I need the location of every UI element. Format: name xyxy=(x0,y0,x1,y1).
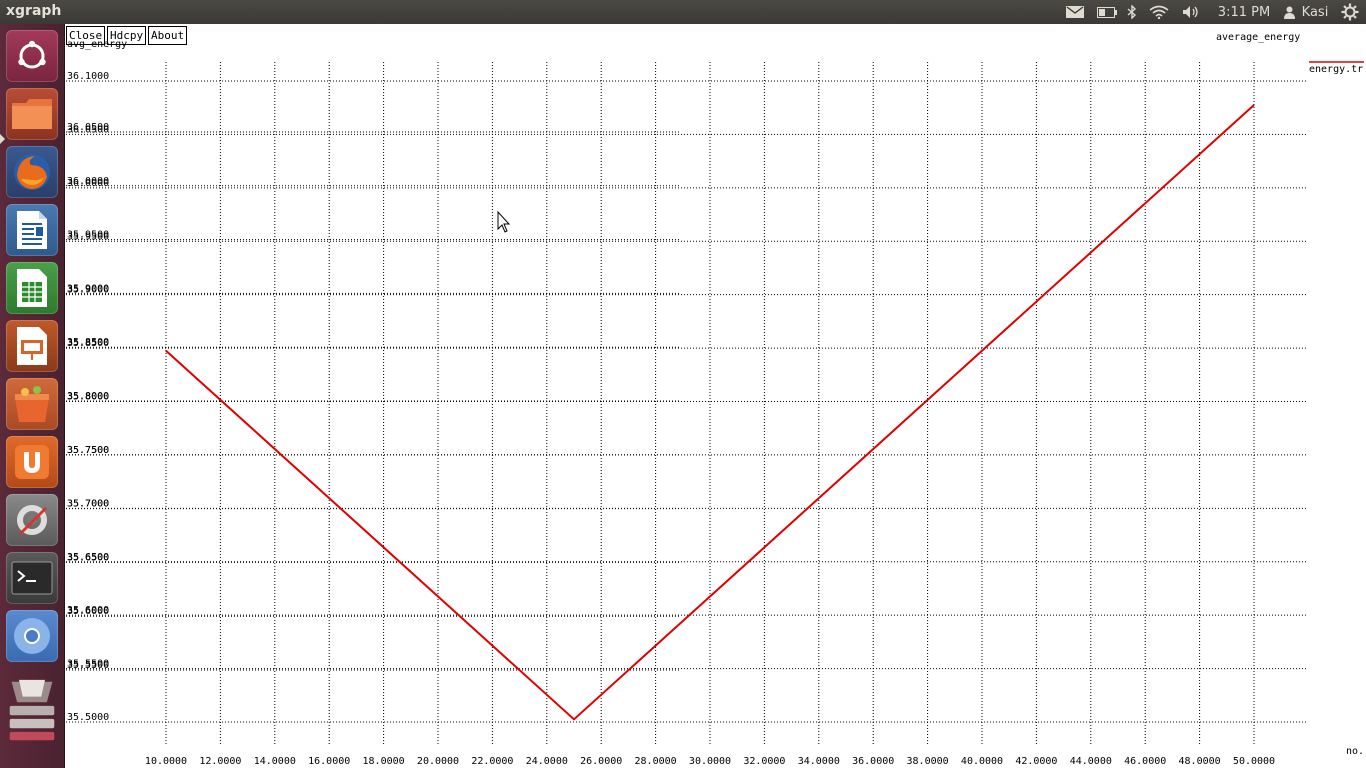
system-settings-icon[interactable] xyxy=(6,494,58,546)
x-tick-label: 50.0000 xyxy=(1233,756,1275,767)
libreoffice-writer-icon[interactable] xyxy=(6,204,58,256)
y-tick-label: 36.0500 xyxy=(67,124,109,135)
y-tick-label-overlay: 35.8000 xyxy=(67,391,109,402)
y-tick-label: 35.9500 xyxy=(67,231,109,242)
x-tick-label: 30.0000 xyxy=(689,756,731,767)
bluetooth-icon[interactable] xyxy=(1124,0,1140,24)
session-gear-icon[interactable] xyxy=(1338,0,1362,24)
x-tick-label: 10.0000 xyxy=(145,756,187,767)
y-tick-label: 35.7500 xyxy=(67,445,109,456)
dash-home-icon[interactable] xyxy=(6,30,58,82)
x-tick-label: 36.0000 xyxy=(852,756,894,767)
y-tick-label: 35.7000 xyxy=(67,498,109,509)
x-tick-label: 46.0000 xyxy=(1124,756,1166,767)
ubuntu-one-icon[interactable] xyxy=(6,436,58,488)
user-name[interactable]: Kasi xyxy=(1301,4,1329,20)
firefox-icon[interactable] xyxy=(6,146,58,198)
y-tick-label-overlay: 36.0000 xyxy=(67,176,109,187)
series-line-energy xyxy=(165,104,1255,721)
y-tick-label: 35.5500 xyxy=(67,659,109,670)
y-tick-label-overlay: 35.7500 xyxy=(67,445,109,456)
top-panel: xgraph 3:11 PM Kasi xyxy=(0,0,1366,24)
x-tick-label: 48.0000 xyxy=(1179,756,1221,767)
hdcpy-button[interactable]: Hdcpy xyxy=(107,26,147,45)
y-tick-label: 35.6000 xyxy=(67,605,109,616)
y-tick-label: 35.6500 xyxy=(67,552,109,563)
y-tick-labels-overlay: 35.5500 35.6000 35.6500 35.7000 35.7500 35.80… xyxy=(67,122,109,671)
libreoffice-impress-icon[interactable] xyxy=(6,320,58,372)
legend-label: energy.tr xyxy=(1309,64,1363,75)
x-tick-label: 40.0000 xyxy=(961,756,1003,767)
x-tick-label: 44.0000 xyxy=(1070,756,1112,767)
x-tick-label: 20.0000 xyxy=(417,756,459,767)
about-button[interactable]: About xyxy=(148,26,188,45)
y-tick-label: 36.1000 xyxy=(67,71,109,82)
y-tick-label-overlay: 35.9000 xyxy=(67,283,109,294)
chart-title: average_energy xyxy=(1216,32,1300,43)
libreoffice-calc-icon[interactable] xyxy=(6,262,58,314)
y-tick-label-overlay: 35.7000 xyxy=(67,499,109,510)
volume-icon[interactable] xyxy=(1180,0,1202,24)
wifi-icon[interactable] xyxy=(1146,0,1172,24)
y-tick-label: 35.8500 xyxy=(67,338,109,349)
x-tick-label: 16.0000 xyxy=(308,756,350,767)
mail-icon[interactable] xyxy=(1064,0,1086,24)
y-tick-label-overlay: 35.5500 xyxy=(67,660,109,671)
chromium-icon[interactable] xyxy=(6,610,58,662)
files-icon[interactable] xyxy=(6,88,58,140)
workspace-switcher-icon[interactable] xyxy=(6,666,58,744)
x-tick-label: 38.0000 xyxy=(907,756,949,767)
x-tick-label: 22.0000 xyxy=(471,756,513,767)
grid xyxy=(66,62,1308,746)
y-tick-label: 35.9000 xyxy=(67,285,109,296)
y-tick-label-overlay: 35.6500 xyxy=(67,552,109,563)
battery-icon[interactable] xyxy=(1095,0,1119,24)
software-center-icon[interactable] xyxy=(6,378,58,430)
x-tick-label: 32.0000 xyxy=(743,756,785,767)
x-tick-label: 28.0000 xyxy=(635,756,677,767)
launcher xyxy=(0,24,65,768)
y-tick-label-overlay: 35.6000 xyxy=(67,606,109,617)
user-icon[interactable] xyxy=(1282,0,1296,24)
x-tick-label: 24.0000 xyxy=(526,756,568,767)
terminal-icon[interactable] xyxy=(6,552,58,604)
x-tick-label: 26.0000 xyxy=(580,756,622,767)
y-tick-label: 35.8000 xyxy=(67,392,109,403)
y-axis-label: avg_energy xyxy=(67,39,127,50)
y-tick-label-overlay: 36.0500 xyxy=(67,122,109,133)
close-button[interactable]: Close xyxy=(66,26,106,45)
y-tick-labels: 35.5000 35.5500 35.6000 35.6500 35.7000 35.75… xyxy=(67,71,109,723)
x-tick-label: 12.0000 xyxy=(199,756,241,767)
x-tick-label: 18.0000 xyxy=(363,756,405,767)
x-tick-label: 34.0000 xyxy=(798,756,840,767)
overlay-grid xyxy=(66,131,680,671)
y-tick-label: 36.0000 xyxy=(67,178,109,189)
y-tick-label-overlay: 35.9500 xyxy=(67,230,109,241)
y-tick-label-overlay: 35.8500 xyxy=(67,337,109,348)
window-title: xgraph xyxy=(6,3,62,19)
active-app-indicator xyxy=(0,134,5,144)
x-tick-labels: 10.0000 12.0000 14.0000 16.0000 18.0000 20.00… xyxy=(145,756,1275,767)
x-axis-label: no. xyxy=(1346,746,1364,757)
x-tick-label: 14.0000 xyxy=(254,756,296,767)
y-tick-label: 35.5000 xyxy=(67,712,109,723)
mouse-cursor-icon xyxy=(497,210,511,233)
x-tick-label: 42.0000 xyxy=(1015,756,1057,767)
clock[interactable]: 3:11 PM xyxy=(1217,4,1271,20)
